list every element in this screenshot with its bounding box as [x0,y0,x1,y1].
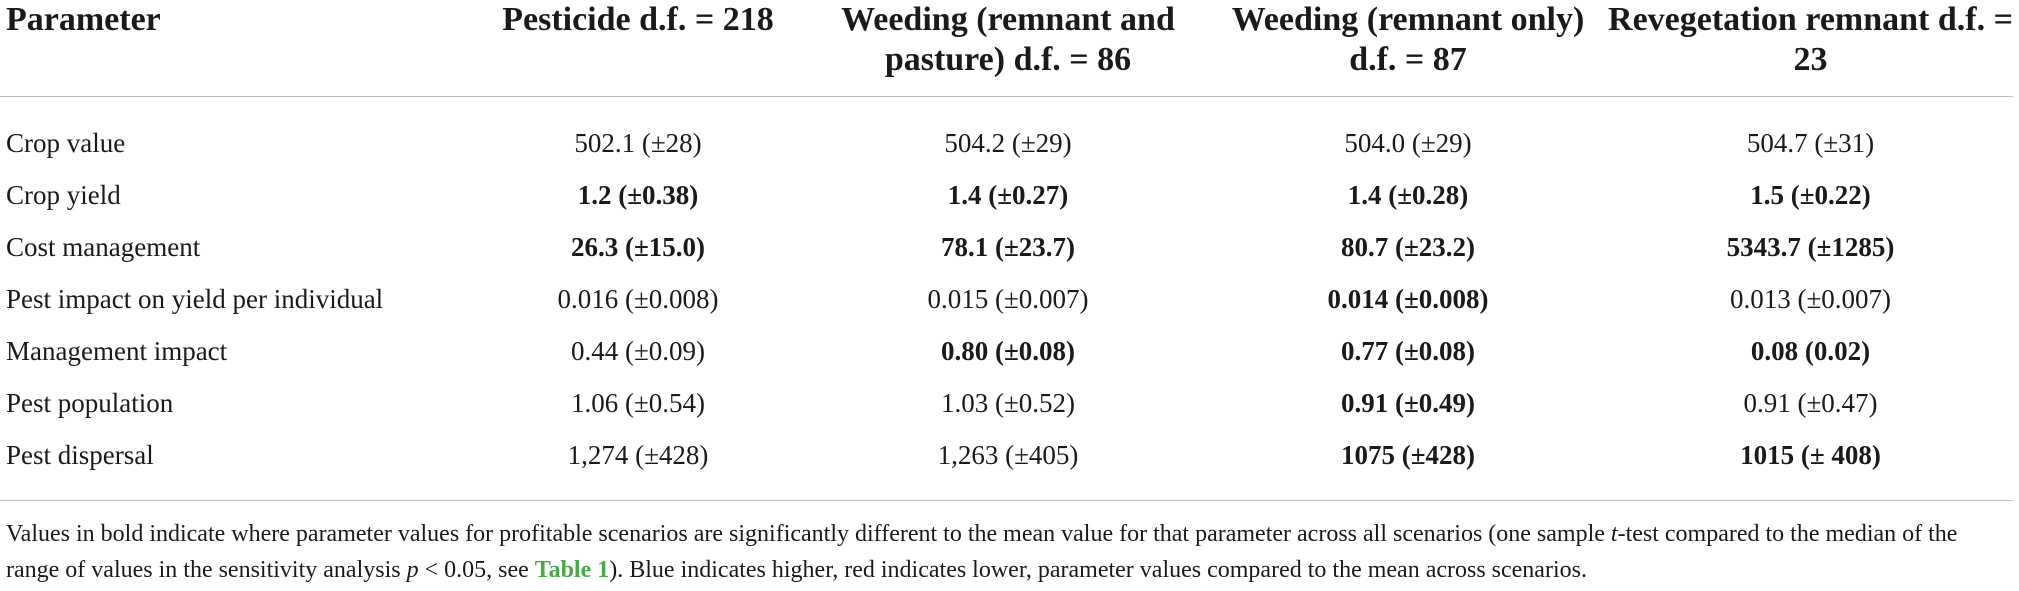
footnote-p-symbol: p [406,557,419,583]
column-header-weeding-remnant-pasture: Weeding (remnant and pasture) d.f. = 86 [808,0,1208,97]
column-header-weeding-remnant-only: Weeding (remnant only) d.f. = 87 [1208,0,1608,97]
table-row: Crop yield 1.2 (±0.38) 1.4 (±0.27) 1.4 (±0.… [0,169,2013,221]
table-cell-value: 0.80 (±0.08) [940,335,1076,366]
table-cell-value: 502.1 (±28) [574,127,702,158]
table-cell-value: 0.013 (±0.007) [1729,283,1892,314]
table-row: Pest dispersal 1,274 (±428) 1,263 (±405) 10… [0,429,2013,491]
table-cell-value: 0.91 (±0.47) [1743,387,1878,418]
table-cell-value: 1.4 (±0.27) [947,179,1069,210]
table-cell-value: 78.1 (±23.7) [940,231,1076,262]
header-row: Parameter Pesticide d.f. = 218 Weeding (… [0,0,2013,97]
table-cell-value: 0.91 (±0.49) [1340,387,1476,418]
table-cell-value: 0.015 (±0.007) [927,283,1089,314]
footnote-text-1: Values in bold indicate where parameter … [6,521,1611,547]
row-parameter-label: Pest dispersal [6,439,154,470]
table-cell-value: 504.2 (±29) [944,127,1072,158]
column-header-pesticide: Pesticide d.f. = 218 [468,0,808,97]
table-cell-value: 1.03 (±0.52) [940,387,1076,418]
table-footnote: Values in bold indicate where parameter … [6,516,2011,588]
footnote-text-4: ). Blue indicates higher, red indicates … [609,557,1587,583]
table-cell-value: 1,263 (±405) [937,439,1079,470]
row-parameter-label: Cost management [6,231,201,262]
footnote-text-3: < 0.05, see [418,557,535,583]
row-parameter-label: Crop value [6,127,126,158]
column-header-revegetation-remnant: Revegetation remnant d.f. = 23 [1608,0,2013,97]
table-body: Crop value 502.1 (±28) 504.2 (±29) 504.0 (±… [0,97,2013,492]
footnote-text-2: -test compared to the median of the rang… [6,521,1958,583]
table-cell-value: 80.7 (±23.2) [1340,231,1476,262]
table-cell-value: 504.0 (±29) [1344,127,1472,158]
table-cell-value: 1.5 (±0.22) [1750,179,1871,210]
table-cell-value: 1.06 (±0.54) [570,387,706,418]
table-cell-value: 504.7 (±31) [1746,127,1875,158]
table-cell-value: 1.2 (±0.38) [577,179,699,210]
footnote-t-symbol: t [1610,521,1618,547]
row-parameter-label: Pest population [6,387,174,418]
table-bottom-rule [0,500,2013,501]
table-row: Pest impact on yield per individual 0.016… [0,273,2013,325]
table-cell-value: 1,274 (±428) [567,439,709,470]
row-parameter-label: Pest impact on yield per individual [6,283,384,314]
table-cell-value: 0.08 (0.02) [1750,335,1871,366]
row-parameter-label: Crop yield [6,179,121,210]
results-table: Parameter Pesticide d.f. = 218 Weeding (… [0,0,2013,492]
table-cell-value: 0.77 (±0.08) [1340,335,1476,366]
table-cell-value: 0.44 (±0.09) [570,335,706,366]
table-cell-value: 0.014 (±0.008) [1327,283,1489,314]
table-1-link[interactable]: Table 1 [534,557,610,583]
column-header-parameter: Parameter [0,0,468,97]
table-cell-value: 1075 (±428) [1340,439,1476,470]
table-cell-value: 1.4 (±0.28) [1347,179,1469,210]
table-cell-value: 0.016 (±0.008) [557,283,719,314]
table-row: Crop value 502.1 (±28) 504.2 (±29) 504.0 (±… [0,97,2013,170]
row-parameter-label: Management impact [6,335,228,366]
table-row: Pest population 1.06 (±0.54) 1.03 (±0.52) 0… [0,377,2013,429]
table-row: Cost management 26.3 (±15.0) 78.1 (±23.7) 8… [0,221,2013,273]
table-row: Management impact 0.44 (±0.09) 0.80 (±0.08… [0,325,2013,377]
table-cell-value: 5343.7 (±1285) [1726,231,1895,262]
table-cell-value: 26.3 (±15.0) [570,231,706,262]
table-cell-value: 1015 (± 408) [1740,439,1881,470]
table-header: Parameter Pesticide d.f. = 218 Weeding (… [0,0,2013,97]
